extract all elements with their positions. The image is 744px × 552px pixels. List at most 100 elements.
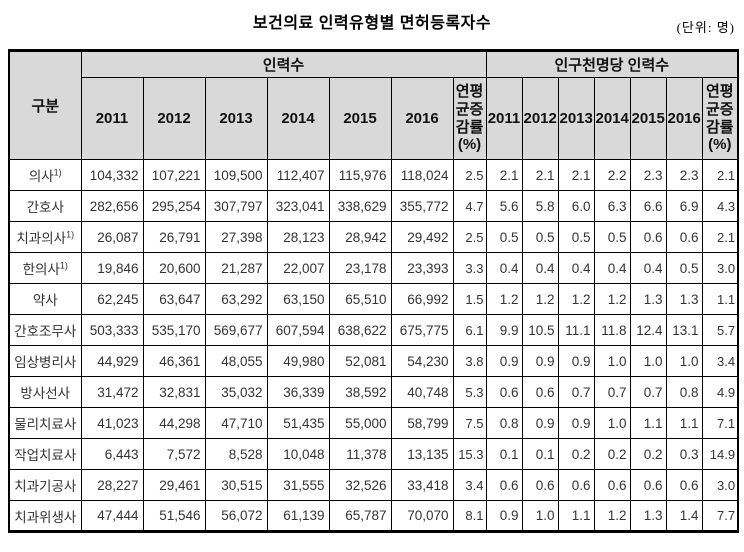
row-label: 임상병리사	[8, 345, 82, 377]
row-label-text: 약사	[32, 293, 58, 308]
per1000-cell: 0.6	[485, 469, 523, 501]
count-growth-cell: 5.3	[452, 376, 487, 408]
per1000-cell: 12.4	[629, 314, 667, 346]
per1000-cell: 0.1	[485, 438, 523, 470]
count-cell: 22,007	[266, 252, 330, 284]
header-category: 구분	[8, 50, 82, 160]
header-group-counts: 인력수	[80, 50, 487, 78]
row-label: 간호조무사	[8, 314, 82, 346]
per1000-cell: 0.4	[593, 252, 631, 284]
per1000-cell: 1.3	[629, 500, 667, 532]
per1000-cell: 0.5	[665, 252, 703, 284]
per1000-cell: 1.2	[485, 283, 523, 315]
count-cell: 355,772	[390, 190, 454, 222]
per1000-cell: 0.6	[665, 469, 703, 501]
per1000-cell: 0.4	[485, 252, 523, 284]
table-row: 한의사1) 19,846 20,600 21,287 22,007 23,178 23,39…	[8, 252, 739, 284]
count-cell: 6,443	[80, 438, 144, 470]
per1000-cell: 0.6	[665, 221, 703, 253]
row-label-text: 의사	[28, 169, 54, 184]
per1000-cell: 0.2	[557, 438, 595, 470]
count-cell: 282,656	[80, 190, 144, 222]
count-cell: 29,461	[142, 469, 206, 501]
count-cell: 49,980	[266, 345, 330, 377]
per1000-cell: 2.2	[593, 159, 631, 191]
count-cell: 107,221	[142, 159, 206, 191]
count-growth-cell: 4.7	[452, 190, 487, 222]
header-year: 2011	[485, 77, 523, 160]
per1000-cell: 1.0	[593, 407, 631, 439]
count-cell: 32,526	[328, 469, 392, 501]
count-cell: 307,797	[204, 190, 268, 222]
header-year: 2013	[204, 77, 268, 160]
per1000-cell: 0.5	[485, 221, 523, 253]
per1000-growth-cell: 2.1	[701, 221, 739, 253]
count-cell: 66,992	[390, 283, 454, 315]
per1000-cell: 0.8	[485, 407, 523, 439]
per1000-growth-cell: 2.1	[701, 159, 739, 191]
per1000-cell: 0.9	[485, 345, 523, 377]
table-row: 치과기공사 28,227 29,461 30,515 31,555 32,526 33,41…	[8, 469, 739, 501]
count-cell: 38,592	[328, 376, 392, 408]
header-growth-per1000: 연평균증감률(%)	[701, 77, 739, 160]
page-title: 보건의료 인력유형별 면허등록자수	[252, 15, 492, 32]
header-year: 2013	[557, 77, 595, 160]
row-label-text: 물리치료사	[14, 417, 77, 432]
row-label: 약사	[8, 283, 82, 315]
per1000-cell: 0.9	[521, 345, 559, 377]
per1000-cell: 6.9	[665, 190, 703, 222]
per1000-cell: 0.6	[593, 469, 631, 501]
row-label: 치과기공사	[8, 469, 82, 501]
row-label-text: 방사선사	[20, 386, 71, 401]
per1000-cell: 0.4	[629, 252, 667, 284]
count-cell: 65,787	[328, 500, 392, 532]
table-row: 작업치료사 6,443 7,572 8,528 10,048 11,378 13,135 15…	[8, 438, 739, 470]
count-cell: 33,418	[390, 469, 454, 501]
row-label: 치과의사1)	[8, 221, 82, 253]
header-year: 2012	[521, 77, 559, 160]
per1000-cell: 0.9	[485, 500, 523, 532]
count-growth-cell: 3.4	[452, 469, 487, 501]
per1000-cell: 1.1	[665, 407, 703, 439]
per1000-cell: 0.6	[485, 376, 523, 408]
per1000-cell: 0.5	[521, 221, 559, 253]
count-cell: 295,254	[142, 190, 206, 222]
count-cell: 51,546	[142, 500, 206, 532]
per1000-cell: 5.8	[521, 190, 559, 222]
footnote-superscript: 1)	[53, 167, 62, 178]
count-cell: 52,081	[328, 345, 392, 377]
row-label-text: 작업치료사	[14, 448, 77, 463]
per1000-cell: 6.0	[557, 190, 595, 222]
count-cell: 118,024	[390, 159, 454, 191]
per1000-cell: 0.6	[521, 469, 559, 501]
count-cell: 26,087	[80, 221, 144, 253]
count-cell: 115,976	[328, 159, 392, 191]
count-cell: 26,791	[142, 221, 206, 253]
table-row: 방사선사 31,472 32,831 35,032 36,339 38,592 40,748…	[8, 376, 739, 408]
per1000-cell: 0.7	[593, 376, 631, 408]
per1000-cell: 2.3	[629, 159, 667, 191]
count-cell: 55,000	[328, 407, 392, 439]
per1000-cell: 6.3	[593, 190, 631, 222]
per1000-growth-cell: 14.9	[701, 438, 739, 470]
per1000-cell: 0.9	[521, 407, 559, 439]
per1000-cell: 0.4	[521, 252, 559, 284]
header-year: 2011	[80, 77, 144, 160]
count-cell: 47,444	[80, 500, 144, 532]
per1000-cell: 1.2	[521, 283, 559, 315]
count-growth-cell: 15.3	[452, 438, 487, 470]
count-cell: 56,072	[204, 500, 268, 532]
per1000-cell: 0.1	[521, 438, 559, 470]
count-cell: 29,492	[390, 221, 454, 253]
per1000-growth-cell: 7.7	[701, 500, 739, 532]
table-body: 의사1) 104,332 107,221 109,500 112,407 115,976 1…	[8, 159, 739, 532]
per1000-cell: 1.3	[629, 283, 667, 315]
per1000-cell: 1.1	[629, 407, 667, 439]
count-cell: 19,846	[80, 252, 144, 284]
per1000-cell: 0.8	[665, 376, 703, 408]
per1000-cell: 2.3	[665, 159, 703, 191]
table-row: 임상병리사 44,929 46,361 48,055 49,980 52,081 54,23…	[8, 345, 739, 377]
per1000-cell: 0.5	[557, 221, 595, 253]
row-label: 작업치료사	[8, 438, 82, 470]
count-cell: 28,942	[328, 221, 392, 253]
